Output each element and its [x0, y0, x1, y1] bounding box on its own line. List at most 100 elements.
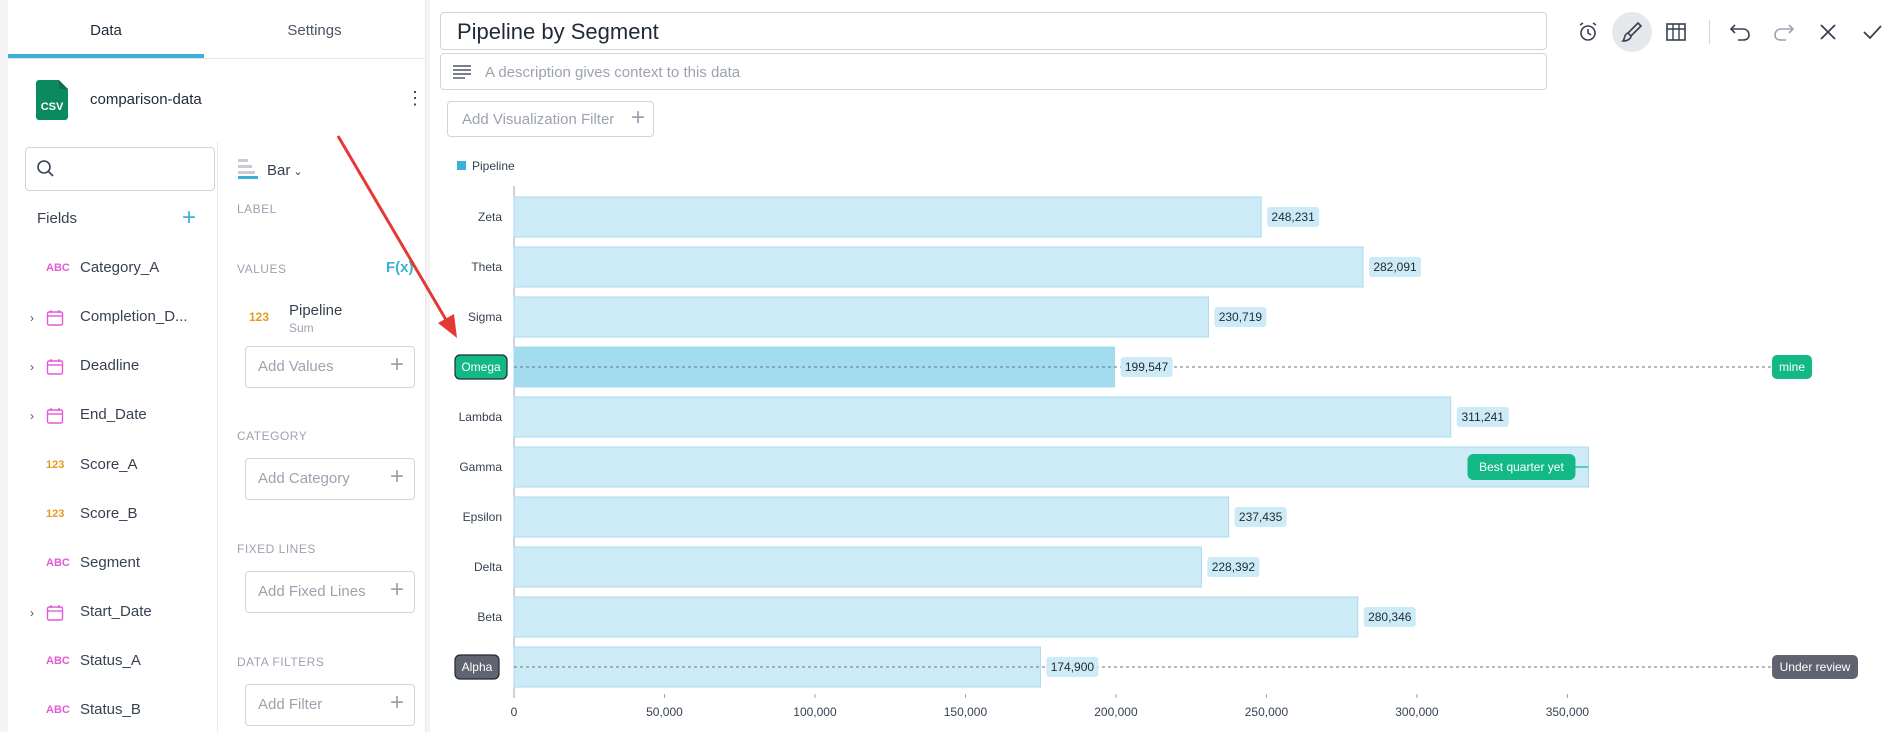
chevron-down-icon: ⌄ — [293, 166, 303, 178]
label-section-title: LABEL — [237, 202, 277, 216]
data-label-bg — [1120, 357, 1173, 377]
main-area: Pipeline by Segment A description gives … — [430, 0, 1889, 732]
category-label: Zeta — [478, 210, 502, 224]
data-label-bg — [1456, 407, 1509, 427]
tab-data[interactable]: Data — [90, 22, 122, 39]
field-item[interactable]: › Start_Date — [30, 601, 226, 631]
text-lines-icon — [453, 65, 471, 79]
text-type-icon: ABC — [46, 557, 70, 569]
values-section-title: VALUES — [237, 262, 287, 276]
add-fixed-lines-label: Add Fixed Lines — [258, 583, 366, 600]
add-filter-label: Add Filter — [258, 696, 323, 713]
close-icon — [1820, 24, 1836, 40]
style-button[interactable] — [1612, 12, 1652, 52]
x-tick-label: 300,000 — [1395, 705, 1439, 719]
field-item[interactable]: 123 Score_B — [30, 503, 226, 533]
redo-button[interactable] — [1764, 12, 1804, 52]
viz-type-dropdown[interactable]: Bar ⌄ — [237, 158, 303, 180]
alarm-button[interactable] — [1568, 12, 1608, 52]
panel-tabs: Data Settings — [8, 0, 425, 59]
add-fixed-lines-button[interactable]: Add Fixed Lines + — [245, 571, 415, 613]
field-label: Status_A — [80, 652, 141, 669]
data-label: 199,547 — [1125, 360, 1169, 374]
confirm-button[interactable] — [1852, 12, 1889, 52]
data-label-bg — [1207, 557, 1260, 577]
date-type-icon — [46, 407, 64, 428]
data-label: 237,435 — [1239, 510, 1283, 524]
text-type-icon: ABC — [46, 262, 70, 274]
legend-label: Pipeline — [472, 159, 515, 173]
chevron-right-icon[interactable]: › — [30, 311, 34, 325]
category-label: Theta — [471, 260, 502, 274]
description-input[interactable]: A description gives context to this data — [440, 53, 1547, 90]
highlight-label-pill — [454, 354, 508, 380]
plus-icon: + — [389, 576, 404, 603]
category-label: Lambda — [459, 410, 503, 424]
chart-title-input[interactable]: Pipeline by Segment — [440, 12, 1547, 50]
field-item[interactable]: ABC Segment — [30, 552, 226, 582]
left-panel: Data Settings CSV comparison-data ⋮ Fiel… — [8, 0, 426, 732]
add-values-button[interactable]: Add Values + — [245, 346, 415, 388]
data-label-bg — [1234, 507, 1287, 527]
add-field-icon[interactable]: + — [182, 204, 197, 231]
more-options-icon[interactable]: ⋮ — [406, 88, 424, 108]
table-view-button[interactable] — [1656, 12, 1696, 52]
category-section-title: CATEGORY — [237, 429, 308, 443]
bar — [513, 446, 1589, 488]
chevron-right-icon[interactable]: › — [30, 606, 34, 620]
description-placeholder: A description gives context to this data — [485, 64, 741, 81]
field-search-input[interactable] — [25, 147, 215, 191]
add-category-button[interactable]: Add Category + — [245, 458, 415, 500]
field-item[interactable]: › Deadline — [30, 355, 226, 385]
number-type-icon: 123 — [46, 508, 65, 520]
line-tag-pill — [1772, 655, 1858, 679]
field-item[interactable]: ABC Status_B — [30, 699, 226, 729]
redo-icon — [1774, 24, 1795, 41]
field-item[interactable]: 123 Score_A — [30, 454, 226, 484]
formula-button[interactable]: F(x) — [386, 259, 414, 276]
x-tick-label: 250,000 — [1245, 705, 1289, 719]
category-label: Beta — [477, 610, 502, 624]
field-label: Score_A — [80, 456, 138, 473]
add-filter-button[interactable]: Add Filter + — [245, 684, 415, 726]
data-label-bg — [1046, 657, 1099, 677]
close-button[interactable] — [1808, 12, 1848, 52]
data-label: 228,392 — [1212, 560, 1256, 574]
category-label: Sigma — [468, 310, 502, 324]
chevron-right-icon[interactable]: › — [30, 360, 34, 374]
annotation-label: Best quarter yet — [1479, 460, 1564, 474]
field-item[interactable]: ABC Category_A — [30, 257, 226, 287]
plus-icon: + — [630, 104, 645, 131]
undo-button[interactable] — [1720, 12, 1760, 52]
bar — [513, 596, 1359, 638]
category-label: Gamma — [459, 460, 502, 474]
field-label: Start_Date — [80, 603, 152, 620]
fixed-lines-section-title: FIXED LINES — [237, 542, 316, 556]
data-label: 282,091 — [1373, 260, 1417, 274]
datasource-row: CSV comparison-data ⋮ — [26, 78, 424, 122]
bar-chart: Pipeline Zeta 248,231 Theta 282,091 Sigma 230,… — [454, 159, 1858, 719]
line-tag-pill — [1772, 355, 1812, 379]
chevron-right-icon[interactable]: › — [30, 409, 34, 423]
field-item[interactable]: ABC Status_A — [30, 650, 226, 680]
category-label: Alpha — [462, 660, 493, 674]
field-label: Completion_D... — [80, 308, 188, 325]
field-item[interactable]: › End_Date — [30, 404, 226, 434]
undo-icon — [1729, 24, 1750, 41]
bar — [513, 496, 1230, 538]
number-type-icon: 123 — [46, 459, 65, 471]
category-label: Epsilon — [463, 510, 502, 524]
value-field-name: Pipeline — [289, 302, 343, 319]
add-visualization-filter-label: Add Visualization Filter — [462, 111, 615, 128]
text-type-icon: ABC — [46, 704, 70, 716]
data-label-bg — [1369, 257, 1422, 277]
field-item[interactable]: › Completion_D... — [30, 306, 226, 336]
x-tick-label: 0 — [511, 705, 518, 719]
legend-swatch — [457, 161, 466, 170]
number-type-icon: 123 — [249, 310, 270, 324]
add-values-label: Add Values — [258, 358, 334, 375]
search-icon — [37, 160, 54, 177]
add-visualization-filter-button[interactable]: Add Visualization Filter + — [447, 101, 654, 137]
x-tick-label: 150,000 — [944, 705, 988, 719]
tab-settings[interactable]: Settings — [287, 22, 342, 39]
